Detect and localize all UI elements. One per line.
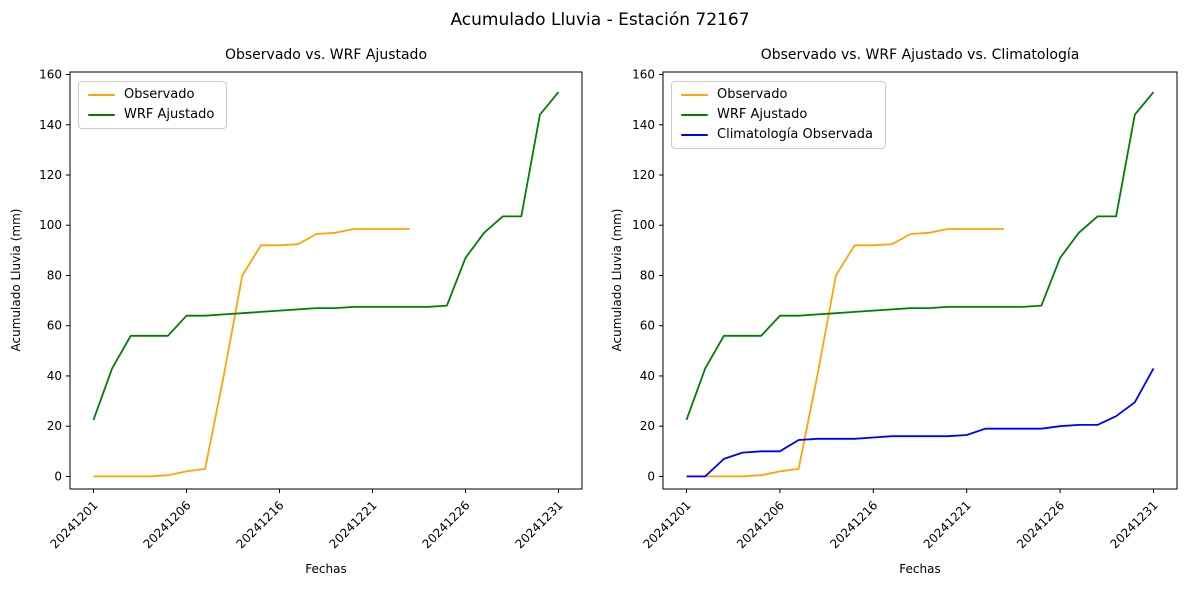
subplot-1-legend: Observado WRF Ajustado: [78, 81, 228, 129]
legend-line-swatch: [681, 113, 708, 117]
x-tick-label: 20241201: [48, 498, 101, 551]
x-tick-label: 20241206: [734, 498, 787, 551]
subplot-1-y-axis-label: Acumulado Lluvia (mm): [9, 208, 23, 352]
subplot-1-x-axis-label: Fechas: [305, 562, 347, 576]
series-line-observado: [686, 228, 1005, 478]
series-line-climatolog-a-observada: [686, 367, 1155, 478]
legend-item: WRF Ajustado: [681, 107, 873, 123]
x-tick-label: 20241221: [921, 498, 974, 551]
subplot-2-title: Observado vs. WRF Ajustado vs. Climatolo…: [760, 47, 1080, 63]
y-tick-label: 20: [47, 419, 62, 433]
y-tick-label: 80: [47, 268, 62, 282]
y-tick-label: 140: [39, 118, 62, 132]
x-tick-label: 20241216: [234, 498, 287, 551]
legend-item: WRF Ajustado: [88, 107, 214, 123]
legend-line-swatch: [681, 93, 708, 97]
subplot-2-x-axis-label: Fechas: [899, 562, 941, 576]
y-tick-label: 160: [39, 68, 62, 82]
y-tick-label: 60: [640, 319, 655, 333]
y-tick-label: 40: [47, 369, 62, 383]
x-tick-label: 20241231: [1108, 498, 1161, 551]
x-tick-label: 20241226: [1014, 498, 1067, 551]
subplot-1-title: Observado vs. WRF Ajustado: [224, 47, 428, 63]
legend-line-swatch: [88, 113, 115, 117]
subplot-1-axes-frame: [69, 71, 583, 490]
subplot-2-y-axis-label: Acumulado Lluvia (mm): [610, 208, 624, 352]
y-tick-label: 100: [39, 218, 62, 232]
x-tick-label: 20241201: [641, 498, 694, 551]
y-tick-label: 120: [39, 168, 62, 182]
y-tick-label: 160: [632, 68, 655, 82]
x-tick-label: 20241221: [327, 498, 380, 551]
legend-label: Observado: [717, 87, 788, 102]
x-tick-label: 20241226: [420, 498, 473, 551]
series-line-wrf-ajustado: [92, 91, 560, 421]
series-line-wrf-ajustado: [685, 91, 1155, 421]
y-tick-label: 20: [640, 419, 655, 433]
legend-label: Climatología Observada: [717, 127, 873, 142]
legend-line-swatch: [681, 133, 708, 137]
legend-label: Observado: [124, 87, 195, 102]
x-tick-label: 20241206: [141, 498, 194, 551]
x-tick-label: 20241216: [827, 498, 880, 551]
legend-item: Observado: [88, 87, 214, 103]
y-tick-label: 40: [640, 369, 655, 383]
subplot-2-legend: Observado WRF Ajustado Climatología Observ…: [671, 81, 886, 149]
legend-item: Observado: [681, 87, 873, 103]
y-tick-label: 0: [647, 469, 655, 483]
y-tick-label: 100: [632, 218, 655, 232]
legend-item: Climatología Observada: [681, 127, 873, 143]
y-tick-label: 80: [640, 268, 655, 282]
figure-title: Acumulado Lluvia - Estación 72167: [450, 10, 750, 30]
legend-label: WRF Ajustado: [124, 107, 215, 122]
y-tick-label: 60: [47, 319, 62, 333]
x-tick-label: 20241231: [513, 498, 566, 551]
y-tick-label: 120: [632, 168, 655, 182]
legend-label: WRF Ajustado: [717, 107, 808, 122]
series-line-observado: [93, 228, 410, 478]
legend-line-swatch: [88, 93, 115, 97]
y-tick-label: 0: [54, 469, 62, 483]
y-tick-label: 140: [632, 118, 655, 132]
